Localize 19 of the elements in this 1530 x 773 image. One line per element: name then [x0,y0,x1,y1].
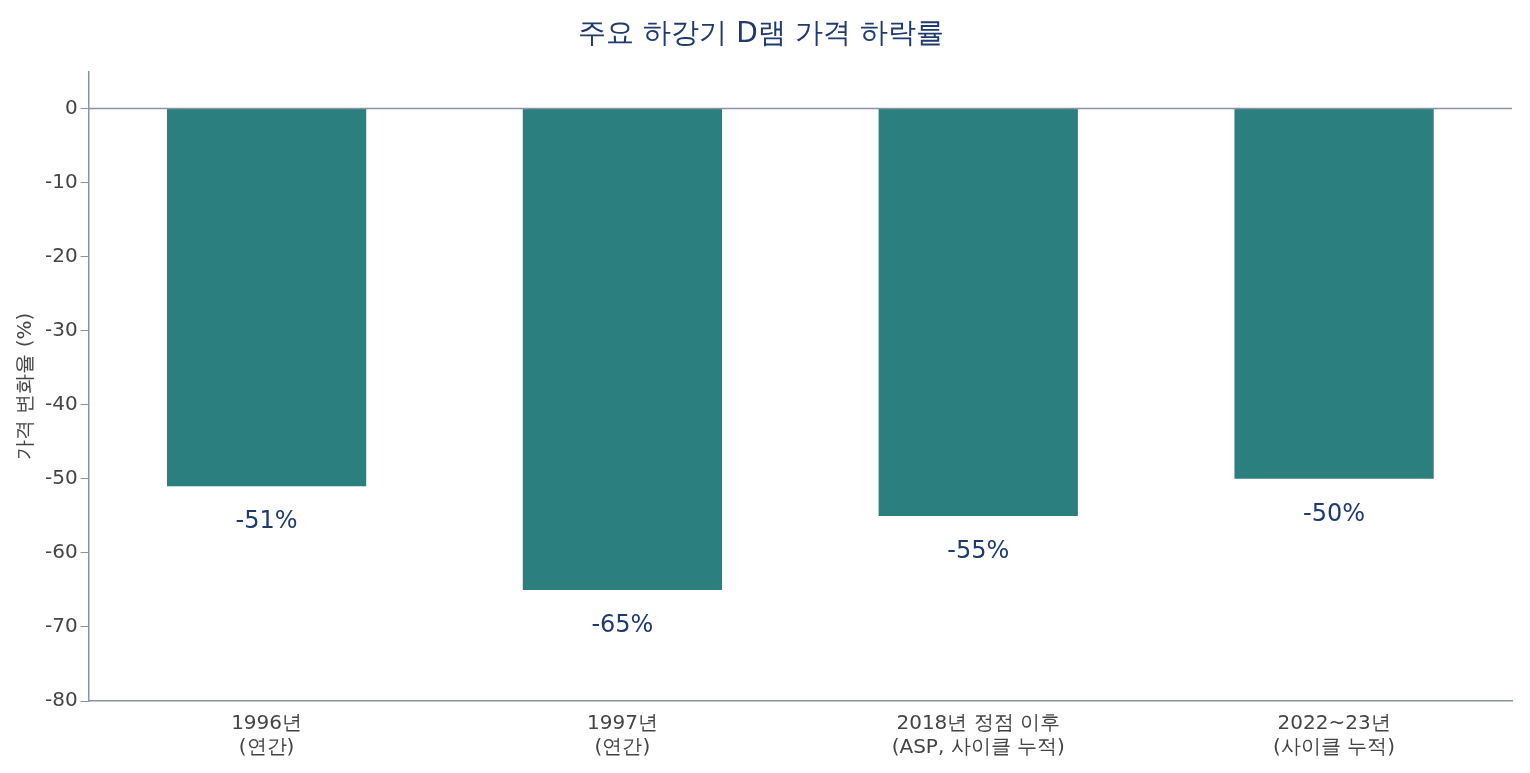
x-tick-label: 1996년 (연간) [231,710,303,759]
y-tick-label: 0 [64,94,78,119]
data-label: -65% [591,610,654,639]
chart-title: 주요 하강기 D램 가격 하락률 [578,16,944,50]
data-label: -50% [1303,499,1366,528]
x-tick-label: 2022~23년 (사이클 누적) [1273,710,1396,759]
y-tick-label: -30 [44,316,78,341]
y-tick-label: -10 [44,168,78,193]
y-tick-label: -20 [44,242,78,267]
y-tick-label: -70 [44,613,78,638]
x-tick-label: 1997년 (연간) [586,710,658,759]
y-tick-label: -50 [44,465,78,490]
y-tick-label: -40 [44,391,78,416]
x-tick-label: 2018년 정점 이후 (ASP, 사이클 누적) [891,710,1065,759]
data-label: -51% [235,506,298,535]
y-tick-label: -80 [44,687,78,712]
y-axis-title: 가격 변화율 (%) [12,312,37,460]
data-label: -55% [947,536,1010,565]
y-tick-label: -60 [44,539,78,564]
